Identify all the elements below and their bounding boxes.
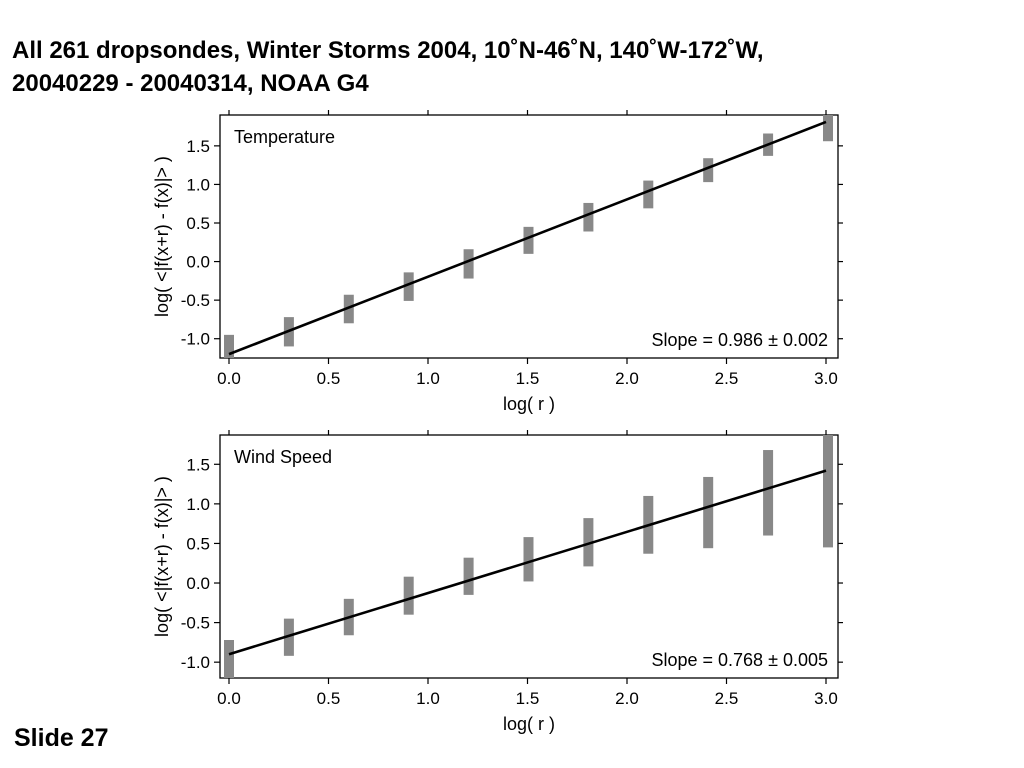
- data-point-group: [403, 576, 414, 615]
- data-point-group: [583, 202, 594, 232]
- chart-panel-1: 0.0 0.5 1.0 1.5 2.0 2.5 3.0 -1.0 -0.5 0.0 0.5 1.0 1.…: [152, 110, 843, 414]
- fit-line: [228, 120, 827, 356]
- y-tick-label: -1.0: [181, 330, 210, 349]
- y-tick-label: 0.0: [186, 574, 210, 593]
- x-tick-label: 1.5: [516, 369, 540, 388]
- data-point-group: [703, 158, 714, 183]
- slide-number: Slide 27: [14, 724, 109, 752]
- data-point-group: [523, 226, 534, 254]
- y-tick-label: 0.5: [186, 214, 210, 233]
- data-point-group: [463, 249, 474, 279]
- data-point-group: [822, 115, 833, 142]
- x-tick-label: 1.0: [416, 369, 440, 388]
- data-point-group: [583, 518, 594, 567]
- x-tick-label: 2.5: [715, 369, 739, 388]
- y-tick-label: 0.0: [186, 253, 210, 272]
- x-tick-label: 2.0: [615, 689, 639, 708]
- slope-annotation: Slope = 0.768 ± 0.005: [651, 650, 828, 670]
- panel-label: Wind Speed: [234, 447, 332, 467]
- y-tick-label: 1.0: [186, 175, 210, 194]
- x-axis-label: log( r ): [503, 714, 555, 734]
- data-point-group: [343, 294, 354, 324]
- plot-frame: [219, 114, 839, 359]
- x-tick-label: 3.0: [814, 369, 838, 388]
- x-tick-label: 0.5: [317, 369, 341, 388]
- data-point-group: [403, 272, 414, 301]
- data-point-group: [224, 640, 234, 678]
- x-tick-label: 0.0: [217, 689, 241, 708]
- x-tick-label: 2.5: [715, 689, 739, 708]
- panel-label: Temperature: [234, 127, 335, 147]
- plot-frame: [219, 434, 839, 679]
- x-tick-label: 1.0: [416, 689, 440, 708]
- x-tick-label: 3.0: [814, 689, 838, 708]
- y-tick-label: -0.5: [181, 614, 210, 633]
- data-point-group: [763, 450, 774, 536]
- x-tick-label: 1.5: [516, 689, 540, 708]
- x-axis-label: log( r ): [503, 394, 555, 414]
- y-tick-label: 1.5: [186, 137, 210, 156]
- y-tick-label: 1.5: [186, 455, 210, 474]
- data-point-group: [643, 180, 654, 209]
- slide-title: All 261 dropsondes, Winter Storms 2004, …: [12, 34, 1012, 100]
- y-axis-label: log( <|f(x+r) - f(x)|> ): [152, 476, 172, 637]
- data-point-group: [703, 476, 714, 549]
- y-tick-label: 1.0: [186, 495, 210, 514]
- data-point-group: [822, 435, 833, 548]
- slide-title-line-1: All 261 dropsondes, Winter Storms 2004, …: [12, 37, 764, 64]
- fit-line: [228, 469, 827, 656]
- data-point-group: [463, 557, 474, 595]
- data-point-group: [523, 537, 534, 582]
- y-tick-label: 0.5: [186, 534, 210, 553]
- data-point-group: [283, 618, 294, 656]
- slide-title-line-2: 20040229 - 20040314, NOAA G4: [12, 70, 369, 97]
- x-tick-label: 0.5: [317, 689, 341, 708]
- y-axis-label: log( <|f(x+r) - f(x)|> ): [152, 156, 172, 317]
- chart-panel-2: 0.0 0.5 1.0 1.5 2.0 2.5 3.0 -1.0 -0.5 0.0 0.5 1.0 1.…: [152, 430, 843, 734]
- slope-annotation: Slope = 0.986 ± 0.002: [651, 330, 828, 350]
- data-point-group: [224, 334, 234, 358]
- y-tick-label: -1.0: [181, 653, 210, 672]
- x-tick-label: 2.0: [615, 369, 639, 388]
- y-tick-label: -0.5: [181, 291, 210, 310]
- x-tick-label: 0.0: [217, 369, 241, 388]
